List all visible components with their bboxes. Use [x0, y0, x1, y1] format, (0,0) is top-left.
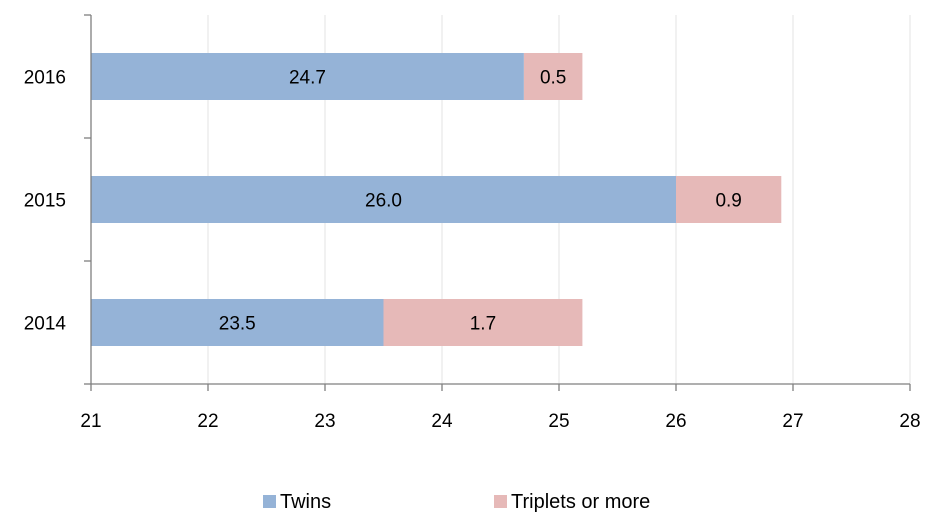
x-tick-label: 24	[431, 411, 453, 432]
data-label: 23.5	[219, 314, 256, 335]
x-tick-label: 22	[197, 411, 218, 432]
y-tick-label: 2015	[24, 191, 66, 212]
data-label: 24.7	[289, 68, 326, 89]
legend-swatch-triplets-or-more	[494, 495, 507, 508]
legend-label-triplets-or-more: Triplets or more	[511, 491, 650, 513]
y-tick-label: 2014	[24, 314, 67, 335]
legend-label-twins: Twins	[280, 491, 331, 513]
bar-triplets-or-more-2015	[676, 176, 782, 223]
bar-twins-2014	[91, 299, 384, 346]
axes: 2016 2015 2014 21 22 23 24 25 26 27 28	[24, 14, 921, 432]
data-label: 0.9	[715, 191, 741, 212]
x-tick-label: 26	[665, 411, 686, 432]
x-tick-label: 23	[314, 411, 335, 432]
x-tick-label: 27	[782, 411, 803, 432]
bar-twins-2015	[91, 176, 676, 223]
legend: Twins Triplets or more	[263, 491, 650, 513]
data-label: 26.0	[365, 191, 402, 212]
x-tick-label: 25	[548, 411, 569, 432]
bar-triplets-or-more-2016	[523, 53, 583, 100]
data-label: 0.5	[540, 68, 566, 89]
y-tick-label: 2016	[24, 68, 66, 89]
legend-swatch-twins	[263, 495, 276, 508]
x-tick-label: 28	[899, 411, 920, 432]
bar-twins-2016	[91, 53, 524, 100]
bars: 24.7 0.5 26.0 0.9 23.5 1.7	[91, 53, 782, 346]
bar-triplets-or-more-2014	[383, 299, 583, 346]
data-label: 1.7	[470, 314, 496, 335]
x-tick-label: 21	[80, 411, 101, 432]
